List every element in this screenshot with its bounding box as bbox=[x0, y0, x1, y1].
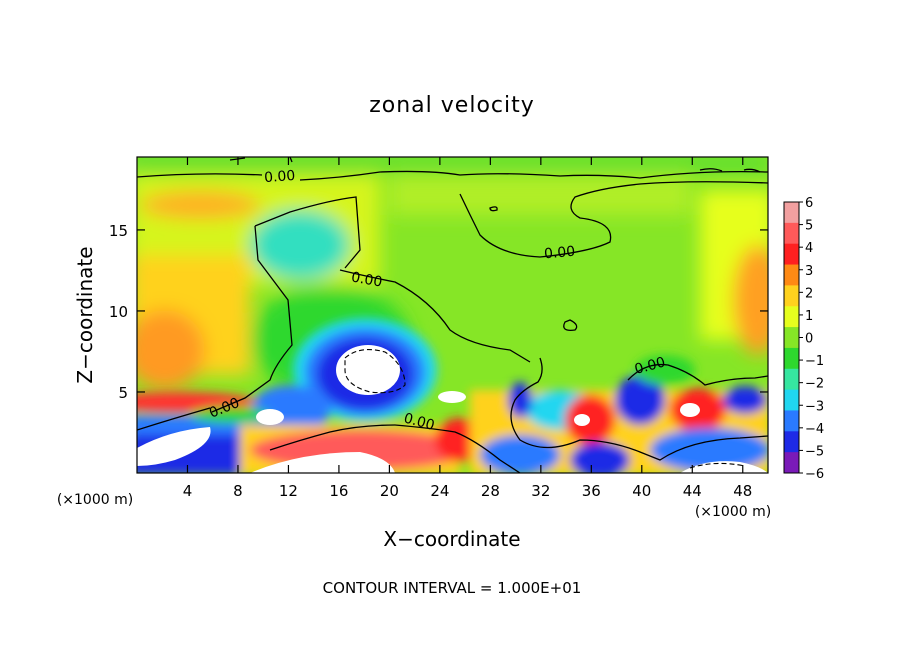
colorbar-label: 3 bbox=[805, 264, 813, 279]
contour-label: 0.00 bbox=[633, 354, 667, 378]
colorbar-label: 2 bbox=[805, 286, 813, 301]
y-axis: 5 10 15 bbox=[109, 222, 768, 402]
colorbar-swatch bbox=[784, 368, 799, 391]
colorbar-label: −3 bbox=[805, 399, 824, 414]
colorbar-swatch bbox=[784, 243, 799, 266]
colorbar-label: 0 bbox=[805, 332, 813, 347]
colorbar-label: 1 bbox=[805, 309, 813, 324]
contour-label: 0.00 bbox=[350, 269, 383, 290]
colorbar-swatch bbox=[784, 306, 799, 328]
colorbar-label: 4 bbox=[805, 241, 813, 256]
y-tick-label: 10 bbox=[109, 303, 128, 321]
colorbar-swatch bbox=[784, 202, 799, 224]
colorbar-label: −1 bbox=[805, 354, 824, 369]
colorbar-swatch bbox=[784, 410, 799, 432]
colorbar-swatch bbox=[784, 327, 799, 349]
colorbar-swatch bbox=[784, 389, 799, 411]
colorbar-swatch bbox=[784, 431, 799, 453]
colorbar-swatch bbox=[784, 264, 799, 286]
x-tick-label: 48 bbox=[733, 482, 752, 500]
colorbar-swatch bbox=[784, 452, 799, 474]
negative-contour-lines bbox=[344, 349, 746, 469]
x-tick-label: 20 bbox=[380, 482, 399, 500]
y-tick-label: 15 bbox=[109, 222, 128, 240]
x-tick-label: 40 bbox=[632, 482, 651, 500]
x-axis: 4 8 12 16 20 24 28 32 36 40 44 48 bbox=[183, 157, 752, 500]
contour-label: 0.00 bbox=[543, 244, 575, 263]
contour-label: 0.00 bbox=[264, 168, 296, 186]
y-axis-label: Z−coordinate bbox=[73, 246, 97, 383]
colorbar-label: −4 bbox=[805, 422, 824, 437]
colorbar-swatch bbox=[784, 222, 799, 245]
heatmap-field bbox=[137, 157, 768, 473]
contour-lines bbox=[137, 157, 768, 473]
x-tick-label: 24 bbox=[430, 482, 449, 500]
colorbar-label: −6 bbox=[805, 467, 824, 482]
chart-title: zonal velocity bbox=[369, 93, 535, 118]
colorbar-label: 6 bbox=[805, 196, 813, 211]
x-tick-label: 4 bbox=[183, 482, 193, 500]
colorbar-label: 5 bbox=[805, 219, 813, 234]
x-axis-label: X−coordinate bbox=[383, 527, 520, 551]
colorbar-swatch bbox=[784, 285, 799, 307]
x-tick-label: 8 bbox=[233, 482, 243, 500]
x-unit-left: (×1000 m) bbox=[57, 492, 133, 508]
x-unit-right: (×1000 m) bbox=[695, 504, 771, 520]
x-tick-label: 12 bbox=[279, 482, 298, 500]
contour-interval-footer: CONTOUR INTERVAL = 1.000E+01 bbox=[323, 579, 582, 597]
x-tick-label: 16 bbox=[329, 482, 348, 500]
x-tick-label: 32 bbox=[531, 482, 550, 500]
contour-label: 0.00 bbox=[402, 410, 436, 434]
colorbar-swatch bbox=[784, 347, 799, 370]
plot-frame bbox=[136, 156, 769, 474]
y-tick-label: 5 bbox=[118, 384, 128, 402]
x-tick-label: 36 bbox=[582, 482, 601, 500]
x-tick-label: 28 bbox=[481, 482, 500, 500]
x-tick-label: 44 bbox=[683, 482, 702, 500]
colorbar-label: −2 bbox=[805, 377, 824, 392]
colorbar-label: −5 bbox=[805, 444, 824, 459]
colorbar: 6 5 4 3 2 1 0 −1 −2 −3 −4 −5 −6 bbox=[783, 196, 824, 482]
